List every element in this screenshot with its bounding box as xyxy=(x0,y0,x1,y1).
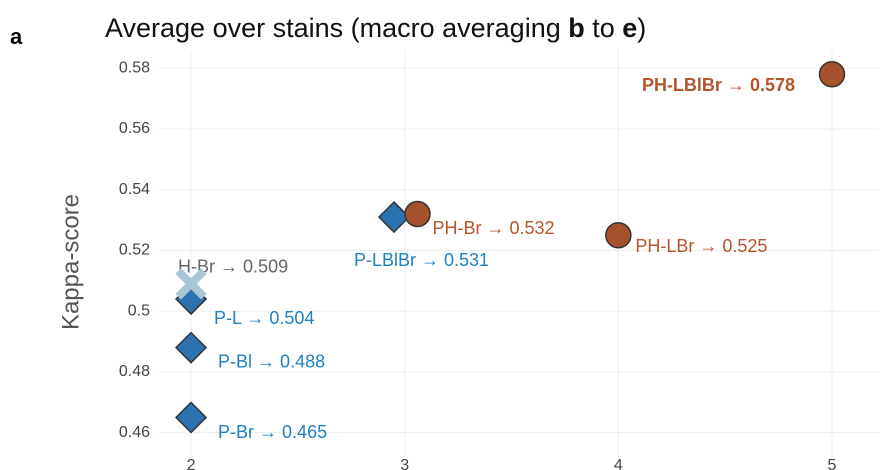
y-tick-label: 0.56 xyxy=(119,120,150,137)
x-tick-label: 3 xyxy=(400,457,409,470)
y-tick-label: 0.5 xyxy=(128,302,150,319)
cross-marker xyxy=(175,268,207,300)
x-tick-label: 5 xyxy=(828,457,837,470)
x-tick-label: 2 xyxy=(187,457,196,470)
title-part: ) xyxy=(637,13,646,43)
data-label: H-Br → 0.509 xyxy=(178,257,288,277)
circle-marker xyxy=(818,61,846,88)
panel-letter: a xyxy=(10,24,23,49)
diamond-marker xyxy=(174,401,208,434)
data-label: PH-Br → 0.532 xyxy=(433,218,555,238)
y-tick-label: 0.48 xyxy=(119,363,150,380)
y-tick-label: 0.46 xyxy=(119,424,150,441)
data-label: PH-LBr → 0.525 xyxy=(635,236,767,256)
data-label: P-Bl → 0.488 xyxy=(218,351,325,371)
data-label: P-L → 0.504 xyxy=(214,308,314,328)
diamond-marker xyxy=(174,331,208,364)
title-part: Average over stains (macro averaging xyxy=(105,13,568,43)
title-part: b xyxy=(568,13,585,43)
circle-marker xyxy=(605,222,632,249)
data-label: PH-LBlBr → 0.578 xyxy=(642,75,795,95)
y-tick-label: 0.54 xyxy=(119,181,150,198)
y-tick-label: 0.52 xyxy=(119,242,150,259)
x-tick-label: 4 xyxy=(614,457,623,470)
circle-marker xyxy=(404,200,431,228)
diamond-marker xyxy=(377,200,411,234)
chart-title: Average over stains (macro averaging b t… xyxy=(105,13,646,43)
data-label: P-Br → 0.465 xyxy=(218,422,327,442)
title-part: to xyxy=(585,13,623,43)
y-axis-label: Kappa-score xyxy=(57,194,84,330)
y-tick-label: 0.58 xyxy=(119,59,150,76)
data-label: P-LBlBr → 0.531 xyxy=(354,250,489,270)
title-part: e xyxy=(622,13,637,43)
